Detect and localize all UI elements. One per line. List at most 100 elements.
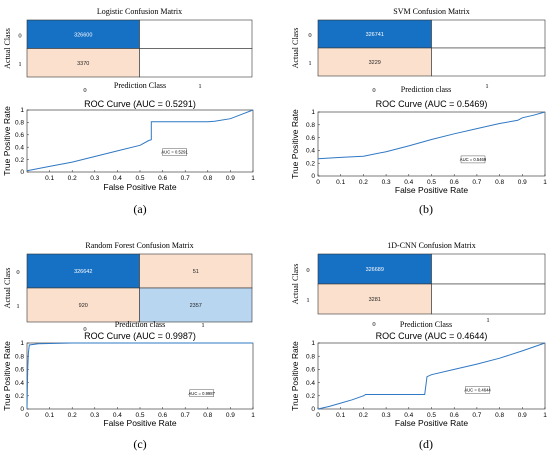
roc-xtick-label: 0.2 [68, 412, 77, 419]
cm-cell-value: 3229 [369, 60, 381, 66]
cm-cell [26, 19, 140, 49]
cm-cell-value: 326741 [366, 32, 384, 38]
roc-xtick-label: 0.6 [158, 412, 167, 419]
roc-ytick-label: 0.6 [306, 135, 315, 142]
roc-curve [26, 342, 253, 410]
roc-xtick-label: 0.1 [45, 175, 54, 182]
roc-ylabel: True Positive Rate [2, 341, 12, 411]
cm-title: Logistic Confusion Matrix [97, 7, 182, 16]
cm-col-label: 0 [83, 326, 86, 333]
cm-row-label: 0 [306, 267, 309, 274]
roc-ytick-label: 0 [311, 173, 315, 180]
roc-xtick-label: 0.3 [90, 175, 99, 182]
roc-xtick-label: 0.3 [382, 412, 391, 419]
roc-xtick-label: 0.4 [404, 179, 413, 186]
roc-ytick-label: 0.8 [306, 353, 315, 360]
cm-row-label: 1 [18, 61, 21, 68]
roc-title: ROC Curve (AUC = 0.5469) [376, 99, 488, 109]
cm-title: 1D-CNN Confusion Matrix [387, 241, 475, 250]
roc-xtick-label: 0.8 [203, 412, 212, 419]
roc-xtick-label: 0.9 [518, 412, 527, 419]
roc-curve [317, 111, 546, 160]
cm-cell [431, 253, 546, 285]
cm-ylabel: Actual Class [291, 264, 300, 305]
cm-cell-value: 920 [79, 303, 88, 309]
roc-ylabel: True Positive Rate [290, 341, 300, 411]
cm-cell [317, 283, 432, 315]
roc-ytick-label: 0.2 [15, 393, 24, 400]
roc-xtick-label: 0.7 [181, 175, 190, 182]
cm-cell [139, 287, 253, 323]
cm-cell [431, 47, 546, 77]
roc-xtick-label: 0.5 [427, 179, 436, 186]
roc-xtick-label: 0 [316, 179, 320, 186]
roc-ytick-label: 0.4 [306, 148, 315, 155]
roc-ytick-label: 0.4 [15, 144, 24, 151]
cm-cell [26, 253, 140, 289]
roc-title: ROC Curve (AUC = 0.5291) [84, 99, 196, 109]
roc-ytick-label: 0 [20, 169, 24, 176]
cm-col-label: 0 [372, 87, 375, 94]
cm-cell-value: 2357 [190, 303, 202, 309]
roc-ytick-label: 0.6 [306, 367, 315, 374]
roc-xtick-label: 1 [251, 412, 255, 419]
roc-ylabel: True Positive Rate [290, 109, 300, 179]
cm-cell [431, 19, 546, 49]
roc-xlabel: False Positive Rate [103, 418, 176, 428]
roc-xtick-label: 1 [251, 175, 255, 182]
cm-cell-value: 3281 [369, 297, 381, 303]
roc-xtick-label: 0.7 [472, 179, 481, 186]
roc-xtick-label: 0.9 [518, 179, 527, 186]
roc-auc-box [460, 155, 486, 164]
roc-xtick-label: 0.3 [90, 412, 99, 419]
cm-title: Random Forest Confusion Matrix [85, 241, 193, 250]
roc-ytick-label: 0.2 [306, 393, 315, 400]
roc-auc-label: AUC = 0.4644 [464, 388, 491, 393]
cm-cell [139, 19, 253, 49]
cm-col-label: 0 [83, 87, 86, 94]
roc-xtick-label: 0 [25, 412, 29, 419]
roc-xtick-label: 0.2 [359, 412, 368, 419]
cm-xlabel: Prediction class [115, 320, 165, 329]
roc-ytick-label: 1 [20, 107, 24, 114]
roc-auc-box [162, 148, 187, 156]
roc-xtick-label: 0.7 [181, 412, 190, 419]
cm-col-label: 1 [485, 83, 488, 90]
cm-col-label: 1 [486, 317, 489, 324]
roc-xtick-label: 1 [543, 179, 547, 186]
roc-auc-box [465, 386, 490, 394]
cm-cell-value: 326642 [74, 269, 92, 275]
roc-xtick-label: 0.3 [382, 179, 391, 186]
cm-cell-value: 326600 [74, 32, 92, 38]
cm-cell [431, 283, 546, 315]
roc-xtick-label: 0.9 [226, 412, 235, 419]
roc-ytick-label: 0.2 [306, 160, 315, 167]
roc-ytick-label: 0.2 [15, 157, 24, 164]
cm-xlabel: Prediction class [401, 85, 451, 94]
roc-xtick-label: 0.6 [450, 412, 459, 419]
roc-auc-label: AUC = 0.5469 [460, 157, 487, 162]
roc-xtick-label: 0 [316, 412, 320, 419]
roc-xtick-label: 0.8 [495, 179, 504, 186]
subfigure-label: (a) [133, 202, 146, 216]
roc-xtick-label: 0.1 [45, 412, 54, 419]
roc-xtick-label: 0.1 [336, 412, 345, 419]
roc-curve [26, 109, 254, 172]
roc-curve [317, 342, 546, 410]
cm-title: SVM Confusion Matrix [393, 7, 469, 16]
roc-ytick-label: 1 [311, 109, 315, 116]
cm-cell [139, 48, 253, 78]
roc-auc-box [189, 389, 214, 397]
roc-ytick-label: 0.8 [15, 353, 24, 360]
roc-xtick-label: 0.4 [113, 412, 122, 419]
roc-axes-box [26, 342, 254, 410]
cm-cell-value: 3370 [77, 61, 89, 67]
roc-ytick-label: 0.6 [15, 132, 24, 139]
roc-xtick-label: 0.1 [336, 179, 345, 186]
roc-axes-box [317, 342, 546, 410]
roc-ytick-label: 0 [20, 406, 24, 413]
subfigure-label: (c) [133, 437, 146, 451]
cm-row-label: 1 [306, 297, 309, 304]
roc-xtick-label: 0.6 [450, 179, 459, 186]
